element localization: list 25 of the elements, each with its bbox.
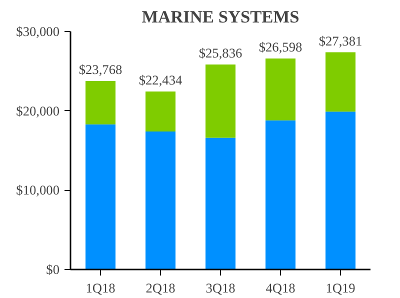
y-tick-label: $0 (46, 262, 60, 277)
bar (206, 64, 236, 138)
bar (86, 80, 116, 124)
bar (206, 138, 236, 270)
x-tick-label: 3Q18 (206, 280, 236, 296)
bar (146, 92, 176, 132)
x-tick-label: 1Q18 (86, 280, 116, 296)
bar (146, 131, 176, 270)
y-tick-label: $30,000 (16, 24, 60, 39)
x-tick-label: 2Q18 (146, 280, 176, 296)
y-tick-label: $10,000 (16, 182, 60, 198)
bar (86, 124, 116, 270)
total-label: $27,381 (318, 33, 362, 48)
x-tick-label: 1Q19 (326, 280, 356, 296)
total-label: $25,836 (198, 46, 242, 61)
total-label: $23,768 (78, 62, 122, 77)
y-tick-label: $20,000 (16, 103, 60, 118)
bar (266, 58, 296, 120)
bar (326, 52, 356, 112)
total-label: $26,598 (258, 39, 302, 54)
total-label: $22,434 (138, 72, 182, 88)
bar (326, 112, 356, 270)
chart-title: MARINE SYSTEMS (142, 8, 300, 26)
x-tick-label: 4Q18 (266, 280, 296, 296)
bar (266, 120, 296, 270)
